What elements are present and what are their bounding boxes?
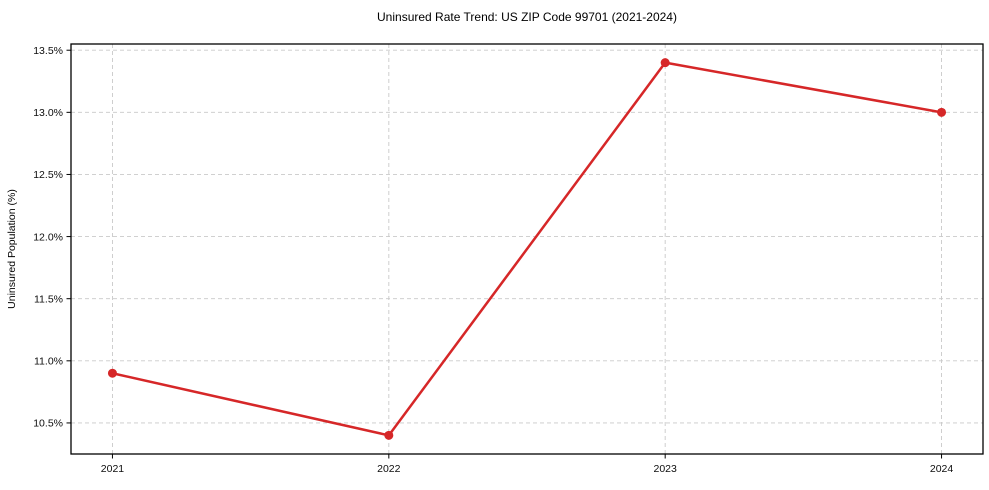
- x-tick-label: 2023: [654, 463, 678, 475]
- trend-line: [111, 61, 943, 437]
- x-tick-label: 2021: [101, 463, 125, 475]
- plot-area: 10.5% 11.0% 11.5% 12.0% 12.5% 13.0% 13.5% 2021 2…: [33, 43, 984, 475]
- x-tick-label: 2022: [377, 463, 401, 475]
- y-tick-label: 12.0%: [33, 231, 63, 243]
- y-tick-label: 11.5%: [34, 293, 63, 305]
- x-tick-label: 2024: [930, 463, 954, 475]
- data-point-2023: [660, 58, 670, 68]
- data-point-2022: [384, 430, 394, 440]
- y-tick-label: 11.0%: [34, 355, 63, 367]
- chart-title: Uninsured Rate Trend: US ZIP Code 99701 …: [377, 10, 677, 24]
- y-tick-label: 12.5%: [33, 169, 63, 181]
- y-tick-label: 13.0%: [33, 107, 63, 119]
- plot-border: [70, 43, 984, 455]
- data-point-2024: [937, 107, 947, 117]
- data-point-2021: [107, 368, 117, 378]
- y-tick-label: 13.5%: [33, 45, 63, 57]
- y-tick-label: 10.5%: [33, 418, 63, 430]
- y-axis-label: Uninsured Population (%): [6, 189, 18, 309]
